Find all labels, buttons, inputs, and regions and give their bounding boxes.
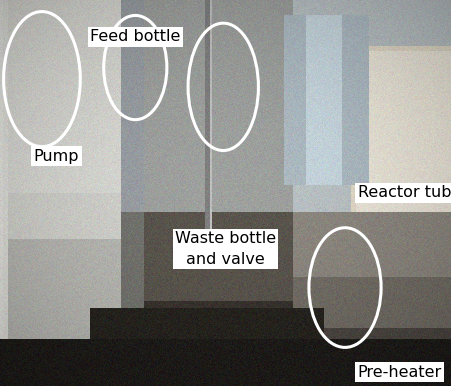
Text: Waste bottle
and valve: Waste bottle and valve — [175, 231, 276, 267]
Text: Pump: Pump — [34, 149, 79, 164]
Text: Pre-heater: Pre-heater — [358, 365, 442, 380]
Text: Reactor tube: Reactor tube — [358, 185, 451, 200]
Text: Feed bottle: Feed bottle — [90, 29, 180, 44]
